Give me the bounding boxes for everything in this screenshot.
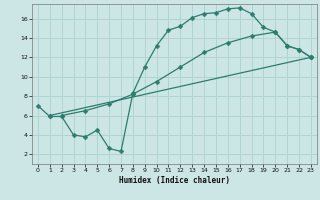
X-axis label: Humidex (Indice chaleur): Humidex (Indice chaleur) xyxy=(119,176,230,185)
